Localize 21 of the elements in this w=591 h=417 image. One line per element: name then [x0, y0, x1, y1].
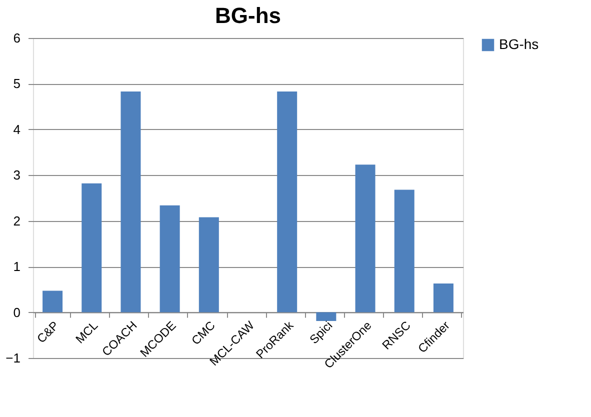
bar	[42, 290, 63, 312]
chart-title: BG-hs	[215, 3, 281, 28]
bar	[120, 91, 141, 312]
bar	[160, 205, 180, 312]
y-tick-label: 5	[13, 76, 20, 92]
y-tick-label: 1	[13, 259, 20, 274]
x-tick-label: MCL	[72, 318, 101, 346]
bar	[394, 190, 414, 312]
y-tick-label: 0	[13, 304, 20, 320]
bar	[433, 283, 454, 312]
bar	[198, 217, 219, 312]
legend-label: BG-hs	[499, 36, 539, 52]
bar	[316, 312, 336, 321]
bar	[82, 183, 102, 312]
y-tick-label: 6	[13, 30, 20, 46]
bar	[355, 164, 376, 312]
y-tick-label: −1	[6, 350, 20, 366]
bar	[277, 91, 298, 312]
y-tick-label: 2	[13, 213, 20, 228]
y-tick-label: 3	[13, 168, 20, 183]
y-tick-label: 4	[13, 122, 20, 137]
